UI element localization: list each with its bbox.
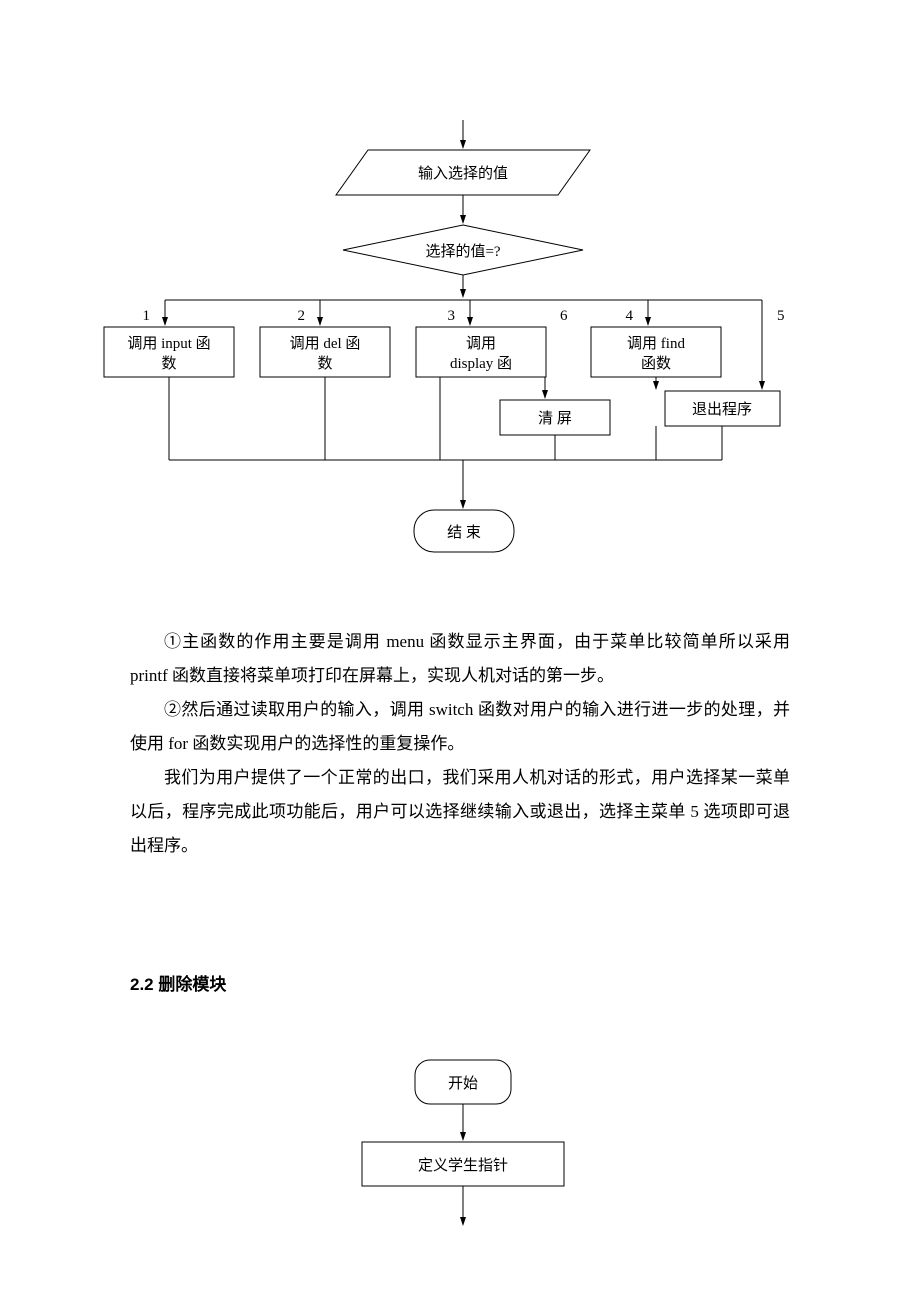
input-node-label: 输入选择的值 (418, 165, 508, 182)
flowchart-delete: 开始 定义学生指针 (0, 1040, 920, 1300)
branch1-label: 1 (143, 308, 151, 324)
branch3-text-l1: 调用 (466, 335, 496, 352)
find-text-l2: 函数 (641, 355, 671, 372)
step1-label: 定义学生指针 (418, 1157, 508, 1174)
branch5-label: 5 (777, 308, 785, 324)
branch1-text-l2: 数 (161, 355, 176, 372)
branch3-text-l2: display 函 (450, 355, 512, 372)
end-terminator: 结 束 (414, 510, 514, 552)
flowchart-switch: 输入选择的值 选择的值=? 1 调用 input 函 数 2 调用 del 函 … (0, 0, 920, 580)
body-text-block: ①主函数的作用主要是调用 menu 函数显示主界面，由于菜单比较简单所以采用 p… (130, 625, 790, 863)
decision-label: 选择的值=? (425, 243, 500, 260)
branch4-label: 4 (626, 308, 634, 324)
branch2-text-l1: 调用 del 函 (290, 335, 361, 352)
paragraph-3: 我们为用户提供了一个正常的出口，我们采用人机对话的形式，用户选择某一菜单以后，程… (130, 761, 790, 863)
branch2-label: 2 (298, 308, 306, 324)
paragraph-2: ②然后通过读取用户的输入，调用 switch 函数对用户的输入进行进一步的处理，… (130, 693, 790, 761)
input-parallelogram: 输入选择的值 (336, 150, 590, 195)
process-define-pointer: 定义学生指针 (362, 1142, 564, 1186)
start-label: 开始 (448, 1075, 478, 1092)
paragraph-1: ①主函数的作用主要是调用 menu 函数显示主界面，由于菜单比较简单所以采用 p… (130, 625, 790, 693)
find-text-l1: 调用 find (627, 335, 685, 352)
exit-text: 退出程序 (692, 401, 752, 418)
end-label: 结 束 (447, 524, 481, 541)
section-title: 2.2 删除模块 (130, 970, 226, 995)
decision-diamond: 选择的值=? (343, 225, 583, 275)
branch2-text-l2: 数 (317, 355, 332, 372)
start-terminator: 开始 (415, 1060, 511, 1104)
branch3-label: 3 (448, 308, 456, 324)
document-page: 输入选择的值 选择的值=? 1 调用 input 函 数 2 调用 del 函 … (0, 0, 920, 1302)
branch6-label: 6 (560, 308, 568, 324)
branch1-text-l1: 调用 input 函 (127, 335, 210, 352)
clear-text: 清 屏 (538, 410, 572, 427)
